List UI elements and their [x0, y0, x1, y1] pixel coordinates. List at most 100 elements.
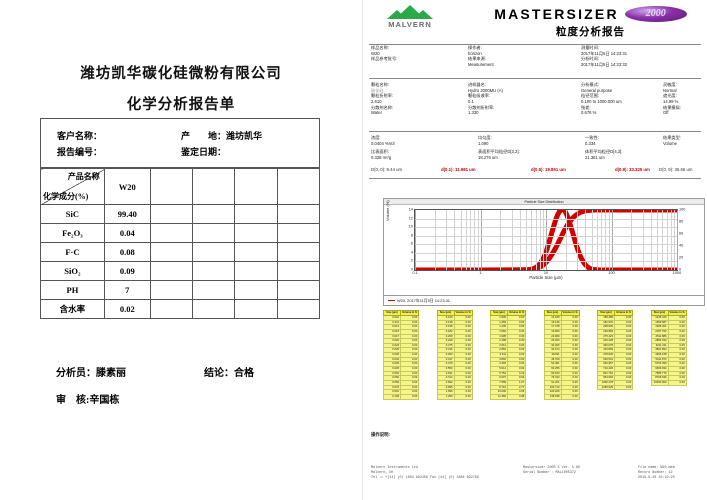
footer-software-version: Mastersizer 2000 E Ver. 5.60 [523, 466, 580, 470]
result-emulation-value: Off [663, 110, 669, 116]
measurement-params-section: 颗粒名称: 碳化硅 颗粒折射率: 2.610 分散剂名称: Water 进样器名… [363, 82, 707, 128]
empty-cell [276, 204, 321, 224]
footer-file-name: File name: W20.mea [638, 466, 675, 470]
size-distribution-table: Size (µm) Volume In % 1.096 0.00 1.259 0.00 1.… [490, 310, 527, 400]
chart-gridline-vertical [477, 210, 479, 270]
volume-cell: 0.00 [667, 380, 687, 386]
corner-composition-label: 化学成分(%) [43, 192, 89, 201]
chart-y-tick-left: 0 [410, 267, 413, 272]
empty-cell [234, 242, 278, 262]
particle-ri-value: 2.610 [371, 99, 382, 105]
table-header-row: Size (µm) Volume In % [490, 310, 527, 316]
chart-x-tick: 1 [479, 271, 482, 275]
empty-cell [191, 299, 236, 319]
chart-x-tick: 100 [608, 271, 615, 275]
empty-cell [234, 280, 278, 300]
operator-label: 操作者: [468, 45, 482, 50]
meta-divider-1 [369, 78, 701, 79]
footer-location: Malvern, UK [371, 471, 394, 476]
empty-cell [191, 280, 236, 300]
empty-cell [149, 168, 194, 205]
chart-gridline-horizontal [415, 261, 677, 263]
chart-gridline-vertical [465, 210, 467, 270]
chart-gridline-vertical [446, 210, 448, 270]
concentration-value: 0.0404 %Vol [371, 140, 395, 146]
table-row: 1.259 0.00 [436, 393, 473, 400]
volume-cell: 4.98 [506, 393, 527, 400]
table-row: 138.038 0.00 [543, 393, 580, 400]
chart-gridline-vertical [511, 210, 513, 270]
table-row: 1258.925 0.00 [597, 384, 634, 391]
auditor-field: 审 核:辛国栋 [56, 391, 119, 406]
chart-gridline-vertical [454, 210, 456, 270]
empty-cell [234, 299, 278, 319]
chart-y-tick-right: 80 [679, 219, 684, 224]
residual-value: 0.676 % [581, 110, 597, 116]
chart-y-tick-left: 4 [410, 250, 413, 255]
chart-gridline-vertical [591, 210, 593, 270]
result-source-value: Measurement [468, 62, 494, 68]
size-range-label: 粒径范围: [581, 93, 599, 99]
dispersant-ri-value: 1.330 [468, 110, 479, 116]
table-row: Fe₂O₃ 0.04 [40, 223, 321, 243]
chart-gridline-vertical [474, 210, 476, 270]
dispersant-name-label: 分散剂名称: [371, 104, 394, 110]
analysis-model-label: 分析模式: [581, 82, 599, 87]
empty-cell [276, 280, 321, 300]
chart-gridline-vertical [662, 210, 664, 270]
header-divider [369, 44, 701, 45]
column-header: Volume In % [667, 310, 687, 316]
composition-item-cell: F·C [40, 242, 105, 262]
table-row: SiO₂ 0.09 [40, 261, 321, 281]
empty-cell [149, 299, 194, 319]
footer-company: Malvern Instruments Ltd [371, 466, 418, 470]
percentile-d09: d(0.9): 33.325 um [615, 167, 650, 172]
result-source-label: 结果来源: [468, 56, 486, 62]
size-cell: 138.038 [543, 393, 562, 400]
legend-color-swatch [388, 300, 395, 302]
column-header: Volume In % [399, 310, 420, 316]
empty-cell [276, 168, 321, 205]
composition-item-cell: PH [40, 280, 105, 300]
percentile-d01: d(0.1): 11.681 um [441, 167, 476, 172]
chart-gridline-vertical [611, 210, 613, 270]
size-distribution-table: Size (µm) Volume In % 158.489 0.00 181.970 0.… [597, 310, 634, 391]
chart-x-tick: 0.1 [412, 271, 418, 275]
sample-meta-section: 样品名称: W20 样品参考批号: 操作者: horizon 结果来源: Mea… [363, 45, 707, 75]
empty-cell [191, 261, 236, 281]
chemical-analysis-report: 潍坊凯华碳化硅微粉有限公司 化学分析报告单 客户名称： 产 地： 潍坊凯华 报告… [40, 0, 363, 500]
percentile-D09: D(0, 9): 36.66 um [659, 167, 693, 172]
chart-y-tick-right: 40 [679, 243, 684, 248]
company-name: 潍坊凯华碳化硅微粉有限公司 [80, 66, 282, 82]
ssa-value: 0.328 m²/g [371, 155, 392, 161]
chart-gridline-horizontal [415, 218, 677, 220]
empty-cell [234, 204, 278, 224]
chart-gridline-vertical [500, 210, 502, 270]
chart-gridline-vertical [415, 210, 416, 270]
operator-value: horizon [468, 50, 482, 56]
composition-value-cell: 0.04 [103, 223, 151, 243]
conclusion-field: 结论：合格 [204, 364, 254, 379]
particle-name-value: 碳化硅 [371, 87, 384, 93]
footer-serial-number: Serial Number : MAL1005372 [523, 471, 576, 476]
particle-ri-label: 颗粒折射率: [371, 93, 394, 99]
sample-name-label: 样品名称: [371, 45, 389, 50]
origin-label: 产 地： [181, 131, 227, 141]
composition-value-cell: 99.40 [103, 204, 151, 224]
chart-plot-area: 0 2 4 6 8 10 12 14 0 20 40 60 80 100 0.1 1 10 100 1000 [409, 207, 686, 275]
ssa-label: 比表面积: [371, 149, 389, 155]
composition-item-cell: 含水率 [40, 299, 105, 319]
chart-gridline-vertical [650, 210, 652, 270]
chart-y-axis-label: Volume (%) [385, 200, 390, 221]
table-corner-cell: 产品名称 化学成分(%) [40, 168, 105, 205]
measure-time-value: 2017年11月5日 14:23:31 [581, 50, 628, 56]
analysis-time-value: 2017年11月5日 14:23:32 [581, 62, 628, 68]
size-cell: 11.482 [490, 393, 508, 400]
column-header: Volume In % [453, 310, 473, 316]
chart-gridline-vertical [631, 210, 633, 270]
chart-y-tick-left: 14 [408, 207, 413, 212]
d32-label: 表面积平均粒径D[3,2]: [478, 149, 520, 155]
analyst-label: 分析员： [56, 368, 96, 379]
span-value: 1.090 [478, 140, 489, 146]
